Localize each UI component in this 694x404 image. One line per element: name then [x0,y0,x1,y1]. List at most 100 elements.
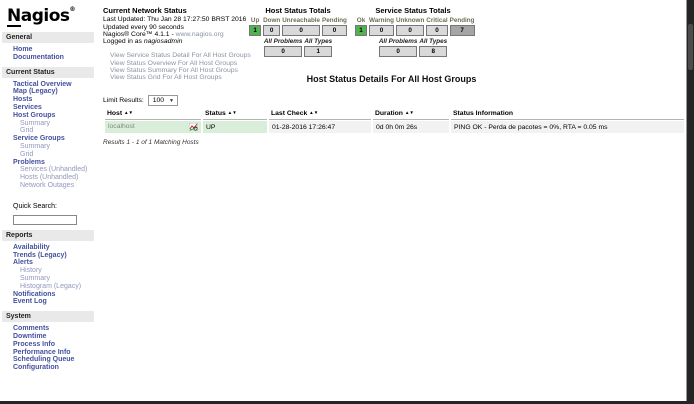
logo-text: agios [20,6,70,26]
sidebar-item-map-legacy[interactable]: Map (Legacy) [13,88,58,96]
sidebar-item-alerts[interactable]: Alerts [13,259,33,267]
sidebar-item-configuration[interactable]: Configuration [13,364,59,372]
service-all-problems-label[interactable]: All Problems [378,38,418,45]
sort-descending-icon[interactable]: ▼ [313,110,319,115]
sort-ascending-icon[interactable]: ▲ [124,110,129,115]
sidebar-item-service-groups-summary[interactable]: Summary [20,142,50,150]
column-header-last-check[interactable]: Last Check ▲▼ [269,109,371,120]
host-all-types-count: 1 [304,46,333,57]
limit-results-label: Limit Results: [103,97,144,104]
sidebar-item-problems-services-unhandled[interactable]: Services (Unhandled) [20,166,88,174]
main-content: Current Network Status Last Updated: Thu… [97,0,686,404]
service-totals-pending-count: 7 [449,25,475,36]
service-status-totals-title: Service Status Totals [375,6,451,15]
column-header-status-label: Status [205,110,226,117]
sort-ascending-icon[interactable]: ▲ [227,110,233,115]
column-header-host[interactable]: Host ▲▼ [105,109,201,120]
update-interval-text: Updated every 90 seconds [103,23,184,31]
sidebar-item-service-groups[interactable]: Service Groups [13,135,65,143]
sidebar-item-host-groups-summary[interactable]: Summary [20,119,50,127]
sidebar-item-scheduling-queue[interactable]: Scheduling Queue [13,356,75,364]
sidebar-item-alerts-summary[interactable]: Summary [20,274,50,282]
column-header-duration[interactable]: Duration ▲▼ [373,109,449,120]
sidebar-item-process-info[interactable]: Process Info [13,340,56,348]
nagios-org-link[interactable]: www.nagios.org [175,30,224,38]
host-totals-down-link[interactable]: Down [263,17,281,24]
service-totals-ok-link[interactable]: Ok [356,17,366,24]
vertical-scrollbar[interactable] [686,0,694,401]
sidebar-item-hosts[interactable]: Hosts [13,96,33,104]
service-totals-warning-count: 0 [369,25,394,36]
service-totals-critical-count: 0 [426,25,448,36]
host-all-problems-label[interactable]: All Problems [263,38,303,45]
sidebar-item-notifications[interactable]: Notifications [13,290,56,298]
sidebar-section-reports: Reports [2,229,94,241]
quick-search-input[interactable] [13,214,77,225]
sidebar-item-alerts-histogram-legacy[interactable]: Histogram (Legacy) [20,282,82,290]
version-line: Nagios® Core™ 4.1.1 - www.nagios.org [103,31,251,38]
sort-descending-icon[interactable]: ▼ [409,110,414,115]
column-header-status-information: Status Information [451,109,684,120]
sidebar-item-availability[interactable]: Availability [13,243,50,251]
sidebar-item-service-groups-grid[interactable]: Grid [20,150,34,158]
sort-ascending-icon[interactable]: ▲ [309,110,314,115]
sidebar-item-tactical-overview[interactable]: Tactical Overview [13,80,72,88]
status-information-cell: PING OK - Perda de pacotes = 0%, RTA = 0… [451,121,684,133]
sidebar-item-problems-hosts-unhandled[interactable]: Hosts (Unhandled) [20,174,79,182]
host-all-types-label[interactable]: All Types [304,38,333,45]
sidebar-item-alerts-history[interactable]: History [20,267,42,275]
service-all-types-count: 8 [419,46,448,57]
sidebar-item-network-outages[interactable]: Network Outages [20,181,75,189]
logo-letter-n: N [7,6,21,27]
service-totals-pending-link[interactable]: Pending [449,17,475,24]
host-link[interactable]: localhost [108,123,135,130]
sidebar-item-comments[interactable]: Comments [13,325,50,333]
sidebar-item-trends-legacy[interactable]: Trends (Legacy) [13,251,67,259]
view-status-summary-link[interactable]: View Status Summary For All Host Groups [110,67,238,75]
view-status-grid-link[interactable]: View Status Grid For All Host Groups [110,74,222,82]
sidebar-section-system: System [2,311,94,323]
limit-results: Limit Results: 100 ▼ [103,95,178,106]
dropdown-arrow-icon: ▼ [169,98,174,104]
window-bottom-edge [0,401,694,404]
column-header-status-information-label: Status Information [453,110,514,117]
logged-in-user: nagiosadmin [143,38,183,46]
quick-search: Quick Search: [0,195,96,225]
performance-graph-icon[interactable] [188,122,199,132]
host-totals-unreachable-link[interactable]: Unreachable [282,17,321,24]
sort-ascending-icon[interactable]: ▲ [404,110,410,115]
host-totals-up-link[interactable]: Up [250,17,260,24]
page-title: Host Status Details For All Host Groups [306,74,477,84]
service-totals-critical-link[interactable]: Critical [426,17,448,24]
host-cell: localhost [105,121,201,133]
sidebar-item-downtime[interactable]: Downtime [13,332,47,340]
network-status-title: Current Network Status [103,6,187,15]
status-cell: UP [203,121,267,133]
duration-cell: 0d 0h 0m 26s [373,121,449,133]
view-status-overview-link[interactable]: View Status Overview For All Host Groups [110,59,238,67]
service-totals-unknown-link[interactable]: Unknown [395,17,425,24]
view-service-status-detail-link[interactable]: View Service Status Detail For All Host … [110,52,251,60]
sidebar-section-current-status: Current Status [2,66,94,78]
sidebar-item-performance-info[interactable]: Performance Info [13,348,71,356]
scrollbar-thumb[interactable] [688,24,693,70]
host-totals-pending-link[interactable]: Pending [322,17,347,24]
sort-descending-icon[interactable]: ▼ [232,110,237,115]
service-all-types-label[interactable]: All Types [419,38,448,45]
sidebar-item-services[interactable]: Services [13,103,42,111]
column-header-status[interactable]: Status ▲▼ [203,109,267,120]
registered-mark: ® [69,6,76,13]
sidebar-item-host-groups-grid[interactable]: Grid [20,127,34,135]
sidebar-item-documentation[interactable]: Documentation [13,53,64,61]
sidebar-section-general: General [2,32,94,43]
version-text: Nagios® Core™ 4.1.1 - [103,30,176,38]
service-totals-warning-link[interactable]: Warning [369,17,394,24]
limit-results-select[interactable]: 100 ▼ [147,95,178,106]
sidebar-item-problems[interactable]: Problems [13,158,45,166]
sort-descending-icon[interactable]: ▼ [128,110,134,115]
service-totals-unknown-count: 0 [395,25,425,36]
sidebar-item-home[interactable]: Home [13,46,33,53]
logged-in-text: Logged in as [103,38,144,46]
sidebar-item-host-groups[interactable]: Host Groups [13,111,56,119]
sidebar-item-event-log[interactable]: Event Log [13,298,47,306]
